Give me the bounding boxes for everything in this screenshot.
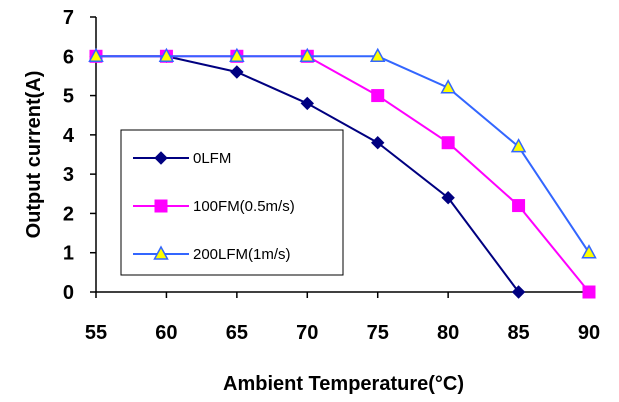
data-point	[441, 191, 455, 205]
series-3	[88, 47, 597, 259]
legend-label: 0LFM	[193, 150, 231, 167]
series-layer	[88, 47, 597, 299]
x-tick-label: 80	[437, 322, 459, 344]
data-point	[371, 136, 385, 150]
data-point	[512, 199, 526, 213]
legend-entry: 200LFM(1m/s)	[133, 245, 291, 263]
legend-label: 200LFM(1m/s)	[193, 246, 291, 263]
x-tick-label: 60	[155, 322, 177, 344]
data-point	[300, 96, 314, 111]
data-point	[440, 79, 456, 94]
legend-label: 100FM(0.5m/s)	[193, 198, 295, 215]
data-point	[581, 244, 597, 259]
x-tick-label: 85	[507, 322, 529, 344]
y-tick-label: 6	[63, 46, 74, 68]
legend-entries: 0LFM 100FM(0.5m/s) 200LFM(1m/s)	[133, 150, 295, 263]
legend-entry: 100FM(0.5m/s)	[133, 198, 295, 215]
x-tick-label: 90	[578, 322, 600, 344]
legend: 0LFM 100FM(0.5m/s) 200LFM(1m/s)	[120, 129, 344, 276]
data-point	[158, 47, 175, 63]
data-point	[299, 47, 316, 63]
y-ticks: 0 1 2 3 4 5 6 7	[63, 7, 96, 304]
data-point	[510, 138, 527, 153]
x-tick-label: 75	[367, 322, 389, 344]
x-axis-title: Ambient Temperature(°C)	[223, 373, 464, 395]
y-axis-title: Output current(A)	[23, 71, 45, 239]
y-tick-label: 2	[63, 203, 74, 225]
y-tick-label: 4	[63, 125, 75, 147]
data-point	[230, 65, 244, 79]
y-tick-label: 0	[63, 282, 74, 304]
legend-entry: 0LFM	[133, 150, 231, 167]
data-point	[369, 47, 386, 63]
legend-swatch-marker	[153, 245, 169, 260]
data-point	[441, 136, 455, 150]
series-line	[96, 55, 590, 254]
y-tick-label: 5	[63, 86, 74, 108]
x-ticks: 55 60 65 70 75 80 85 90	[85, 292, 600, 344]
y-tick-label: 7	[63, 7, 74, 29]
data-point	[371, 89, 385, 103]
legend-swatch-marker	[154, 151, 168, 165]
data-point	[582, 285, 596, 299]
y-tick-label: 3	[63, 164, 74, 186]
legend-swatch-marker	[154, 199, 168, 213]
data-point	[229, 47, 245, 63]
x-tick-label: 70	[296, 322, 318, 344]
x-tick-label: 55	[85, 322, 107, 344]
data-point	[511, 285, 526, 299]
y-tick-label: 1	[63, 243, 74, 265]
x-tick-label: 65	[226, 322, 248, 344]
data-point	[88, 47, 104, 63]
